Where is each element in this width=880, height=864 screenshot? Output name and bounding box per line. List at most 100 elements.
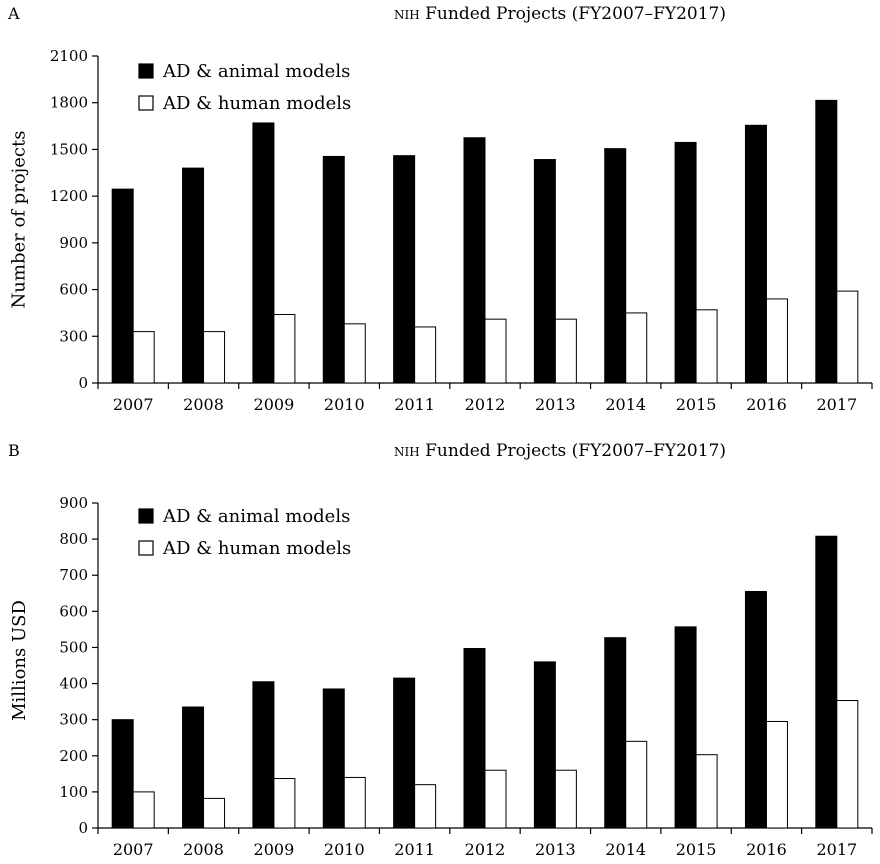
chart-title-rest: Funded Projects (FY2007–FY2017) xyxy=(419,441,726,461)
bar-animal-models xyxy=(393,155,416,384)
x-tick-label: 2009 xyxy=(254,395,295,414)
bar-animal-models xyxy=(744,124,767,384)
x-tick-label: 2013 xyxy=(535,395,576,414)
bar-animal-models xyxy=(111,188,134,384)
bar-animal-models xyxy=(744,590,767,829)
legend-label-human: AD & human models xyxy=(162,538,351,559)
bar-animal-models xyxy=(604,637,627,829)
panel-letter: A xyxy=(8,4,20,23)
chart-title: NIH Funded Projects (FY2007–FY2017) xyxy=(340,441,780,461)
bar-animal-models xyxy=(463,137,486,384)
y-tick-label: 1500 xyxy=(50,140,88,158)
legend-label-animal: AD & animal models xyxy=(162,506,350,527)
bar-human-models xyxy=(273,313,296,384)
y-tick-label: 900 xyxy=(59,234,88,252)
bar-human-models xyxy=(836,700,859,829)
y-tick-label: 300 xyxy=(59,327,88,345)
x-tick-label: 2008 xyxy=(183,840,224,859)
bar-human-models xyxy=(695,309,718,384)
bar-animal-models xyxy=(111,719,134,829)
y-tick-label: 900 xyxy=(59,494,88,512)
bar-human-models xyxy=(554,769,577,829)
chart-title: NIH Funded Projects (FY2007–FY2017) xyxy=(340,4,780,24)
legend-swatch-human xyxy=(138,540,154,556)
bar-animal-models xyxy=(463,648,486,829)
legend-label-animal: AD & animal models xyxy=(162,61,350,82)
legend-swatch-animal xyxy=(138,508,154,524)
x-tick-label: 2009 xyxy=(254,840,295,859)
bar-chart-funding: 0 100 200 300 400 500 600 700 800 900 2007 2008 2009… xyxy=(59,494,873,859)
bar-animal-models xyxy=(533,661,556,829)
bar-human-models xyxy=(132,331,155,384)
x-tick-label: 2015 xyxy=(676,395,717,414)
bar-human-models xyxy=(203,331,226,384)
bar-animal-models xyxy=(252,122,275,384)
bar-human-models xyxy=(484,318,507,384)
chart-title-rest: Funded Projects (FY2007–FY2017) xyxy=(419,4,726,24)
legend-swatch-animal xyxy=(138,63,154,79)
bar-animal-models xyxy=(322,688,345,829)
bar-human-models xyxy=(414,784,437,829)
y-tick-label: 1200 xyxy=(50,187,88,205)
x-tick-label: 2015 xyxy=(676,840,717,859)
panel-b: B NIH Funded Projects (FY2007–FY2017) Mi… xyxy=(0,437,880,864)
legend-label-human: AD & human models xyxy=(162,93,351,114)
bar-human-models xyxy=(836,290,859,384)
y-tick-label: 700 xyxy=(59,566,88,584)
y-tick-label: 1800 xyxy=(50,94,88,112)
x-tick-label: 2007 xyxy=(113,840,154,859)
x-tick-label: 2011 xyxy=(394,395,435,414)
y-tick-label: 600 xyxy=(59,281,88,299)
bar-animal-models xyxy=(252,681,275,829)
chart-title-prefix: NIH xyxy=(394,4,420,24)
bar-animal-models xyxy=(815,535,838,829)
bar-human-models xyxy=(273,778,296,829)
legend-swatch-human xyxy=(138,95,154,111)
bar-human-models xyxy=(625,312,648,384)
bar-chart-projects: 0 300 600 900 1200 1500 1800 2100 2007 2008 2009 20… xyxy=(50,47,873,414)
bar-human-models xyxy=(695,754,718,829)
bar-human-models xyxy=(554,318,577,384)
bar-human-models xyxy=(132,791,155,829)
x-tick-label: 2010 xyxy=(324,395,365,414)
x-tick-label: 2011 xyxy=(394,840,435,859)
bar-human-models xyxy=(203,797,226,829)
x-tick-label: 2013 xyxy=(535,840,576,859)
y-tick-label: 2100 xyxy=(50,47,88,65)
bar-human-models xyxy=(343,776,366,829)
bar-human-models xyxy=(343,323,366,384)
bar-human-models xyxy=(625,740,648,829)
y-tick-label: 100 xyxy=(59,783,88,801)
bar-animal-models xyxy=(815,99,838,384)
x-tick-label: 2008 xyxy=(183,395,224,414)
x-tick-label: 2014 xyxy=(605,840,646,859)
x-tick-label: 2017 xyxy=(816,395,857,414)
y-tick-label: 400 xyxy=(59,675,88,693)
x-tick-label: 2017 xyxy=(816,840,857,859)
bar-animal-models xyxy=(604,148,627,384)
x-tick-label: 2010 xyxy=(324,840,365,859)
bar-animal-models xyxy=(674,141,697,384)
bar-animal-models xyxy=(322,155,345,384)
bar-animal-models xyxy=(533,159,556,384)
y-tick-label: 200 xyxy=(59,747,88,765)
y-tick-label: 500 xyxy=(59,638,88,656)
x-tick-label: 2012 xyxy=(465,840,506,859)
y-tick-label: 0 xyxy=(78,819,88,837)
x-tick-label: 2007 xyxy=(113,395,154,414)
y-tick-label: 800 xyxy=(59,530,88,548)
panel-letter: B xyxy=(8,441,20,460)
y-tick-label: 300 xyxy=(59,711,88,729)
x-tick-label: 2014 xyxy=(605,395,646,414)
bar-animal-models xyxy=(674,626,697,829)
bar-animal-models xyxy=(393,677,416,829)
x-tick-label: 2016 xyxy=(746,395,787,414)
bar-human-models xyxy=(765,720,788,829)
y-tick-label: 0 xyxy=(78,374,88,392)
y-tick-label: 600 xyxy=(59,602,88,620)
bar-human-models xyxy=(414,326,437,384)
x-tick-label: 2016 xyxy=(746,840,787,859)
bar-human-models xyxy=(765,298,788,384)
x-tick-label: 2012 xyxy=(465,395,506,414)
